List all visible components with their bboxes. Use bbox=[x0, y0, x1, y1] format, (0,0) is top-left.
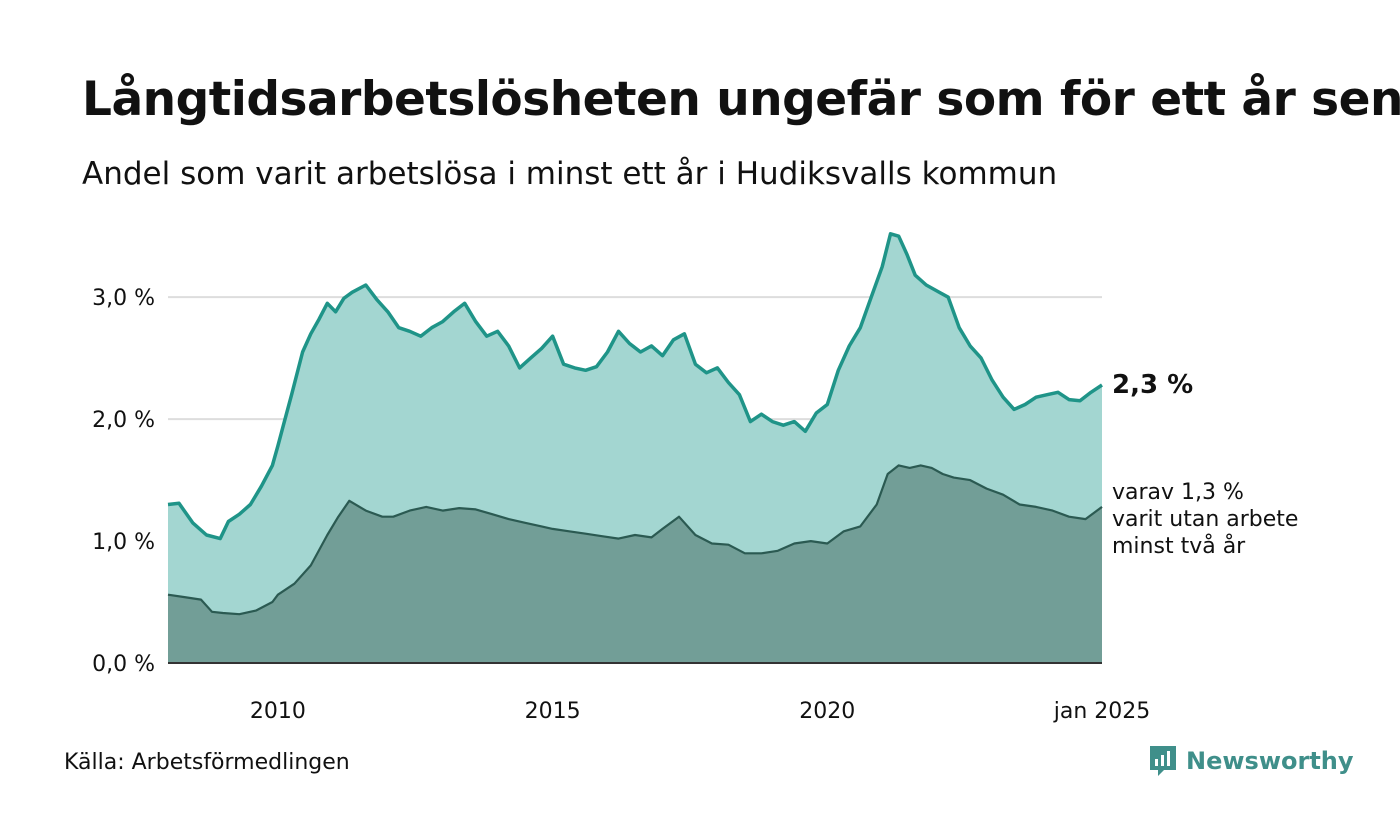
total-line bbox=[167, 232, 1103, 541]
end-label-long-line: varit utan arbete bbox=[1112, 507, 1298, 532]
area-layer bbox=[167, 232, 1103, 664]
x-tick-label: 2010 bbox=[250, 699, 306, 724]
end-label-long-line: varav 1,3 % bbox=[1112, 480, 1244, 505]
area-chart: 0,0 % 1,0 % 2,0 % 3,0 % 2010 2015 2020 jan 2025… bbox=[92, 232, 1298, 724]
axis-layer: 0,0 % 1,0 % 2,0 % 3,0 % 2010 2015 2020 jan 2025 bbox=[92, 286, 1150, 724]
brand-name: Newsworthy bbox=[1186, 747, 1354, 775]
brand[interactable]: Newsworthy bbox=[1148, 744, 1354, 778]
x-tick-label: jan 2025 bbox=[1053, 699, 1151, 724]
end-label-total: 2,3 % bbox=[1112, 370, 1193, 400]
source-note: Källa: Arbetsförmedlingen bbox=[64, 750, 350, 775]
y-tick-label: 2,0 % bbox=[92, 408, 155, 433]
chart-title: Långtidsarbetslösheten ungefär som för e… bbox=[82, 72, 1400, 127]
y-tick-label: 1,0 % bbox=[92, 530, 155, 555]
newsworthy-logo-icon bbox=[1150, 746, 1176, 776]
y-tick-label: 3,0 % bbox=[92, 286, 155, 311]
x-tick-label: 2020 bbox=[799, 699, 855, 724]
end-label-long-line: minst två år bbox=[1112, 533, 1246, 559]
chart-subtitle: Andel som varit arbetslösa i minst ett å… bbox=[82, 156, 1058, 192]
x-tick-label: 2015 bbox=[525, 699, 581, 724]
y-tick-label: 0,0 % bbox=[92, 652, 155, 677]
long-term-line bbox=[167, 464, 1103, 616]
